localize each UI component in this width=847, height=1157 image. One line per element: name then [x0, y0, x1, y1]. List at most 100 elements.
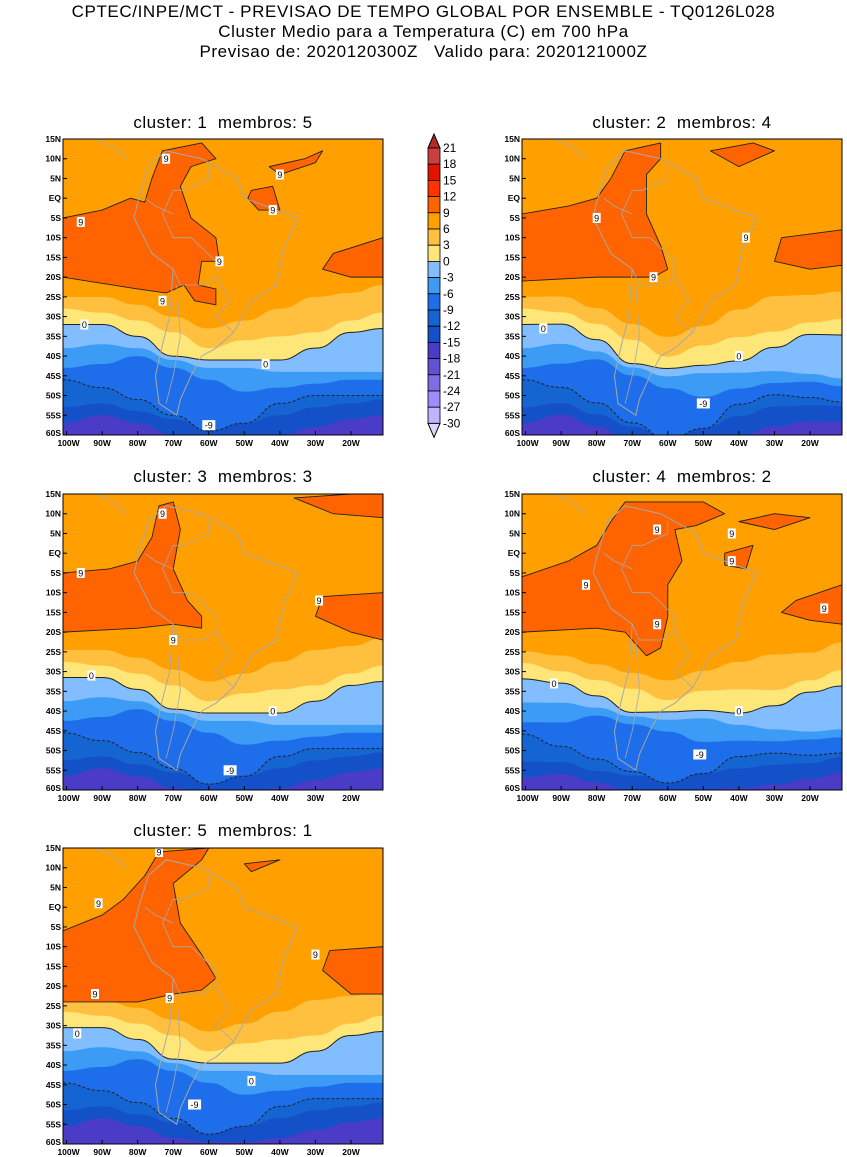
lon-tick-label: 80W	[129, 1147, 147, 1157]
coastline-south-america	[133, 859, 299, 1126]
lon-tick-label: 100W	[57, 438, 80, 448]
lon-tick-label: 90W	[552, 793, 570, 803]
contour-label-bg	[162, 153, 171, 164]
contour-label: 0	[541, 324, 546, 334]
lat-tick-label: 15N	[45, 843, 61, 853]
lat-tick-label: 30S	[46, 667, 61, 677]
contour-label-bg	[727, 556, 736, 567]
contour-9-region	[738, 513, 811, 530]
contour-label-bg	[247, 1075, 256, 1086]
contour-label: 9	[167, 993, 172, 1003]
lon-tick-label: 50W	[236, 793, 254, 803]
contour-9-region	[322, 237, 383, 278]
contour-line--9	[63, 1082, 383, 1135]
contour-label: -9	[696, 750, 704, 760]
panel-2-title: cluster: 2 membros: 4	[592, 113, 772, 132]
contour-label-bg	[94, 898, 103, 909]
country-border	[215, 276, 234, 333]
contour-label: 9	[655, 525, 660, 535]
lat-tick-label: 35S	[505, 331, 520, 341]
contour-line--9	[522, 733, 842, 784]
country-border	[162, 521, 217, 641]
lat-tick-label: 15N	[504, 489, 520, 499]
colorbar-label: -9	[443, 303, 454, 317]
country-border	[553, 494, 587, 515]
lon-tick-label: 30W	[307, 793, 325, 803]
lat-tick-label: 10N	[45, 863, 61, 873]
contour-label: 9	[78, 217, 83, 227]
map-panel-1: 9 9 9 9 9 9 0 0 -9 15N 10N 5N EQ 5S 10S 15S 20S 25S 30S 35S…	[45, 134, 384, 448]
lat-tick-label: 60S	[505, 783, 520, 793]
country-border	[144, 906, 174, 924]
lat-tick-label: 60S	[46, 1137, 61, 1147]
lon-tick-label: 80W	[129, 793, 147, 803]
country-border	[553, 139, 587, 160]
colorbar-box	[427, 147, 441, 165]
lat-tick-label: 35S	[46, 686, 61, 696]
lat-tick-label: 25S	[505, 292, 520, 302]
colorbar-label: -15	[443, 335, 461, 349]
country-border	[603, 197, 633, 215]
contour-label: 0	[551, 679, 556, 689]
lat-tick-label: 25S	[46, 1001, 61, 1011]
colorbar-under-triangle	[427, 422, 441, 439]
contour-line-0	[63, 1027, 383, 1064]
lat-tick-label: 45S	[46, 726, 61, 736]
lon-tick-label: 90W	[93, 1147, 111, 1157]
map-panel-3: 9 9 9 9 0 0 -9 15N 10N 5N EQ 5S 10S 15S 20S 25S 30S 35S 40…	[45, 489, 384, 803]
lat-tick-label: 5S	[51, 922, 62, 932]
lon-tick-label: 70W	[623, 438, 641, 448]
lat-tick-label: 25S	[46, 292, 61, 302]
contour-label: 9	[822, 604, 827, 614]
country-border	[162, 875, 217, 995]
lat-tick-label: 5S	[51, 213, 62, 223]
lat-tick-label: 30S	[505, 667, 520, 677]
colorbar-box	[427, 406, 441, 424]
colorbar-label: -6	[443, 287, 454, 301]
lat-tick-label: 20S	[46, 627, 61, 637]
lat-tick-label: 15S	[46, 607, 61, 617]
lat-tick-label: 45S	[46, 371, 61, 381]
contour-line--9	[522, 379, 842, 435]
panel-4-title: cluster: 4 membros: 2	[592, 467, 772, 486]
contour-label: 0	[89, 671, 94, 681]
lon-tick-label: 60W	[200, 438, 218, 448]
lon-tick-label: 90W	[552, 438, 570, 448]
lat-tick-label: 35S	[46, 1040, 61, 1050]
lon-tick-label: 70W	[164, 1147, 182, 1157]
lat-tick-label: 10S	[46, 588, 61, 598]
map-fill	[63, 494, 383, 790]
contour-line--9	[63, 732, 383, 785]
colorbar-box	[427, 358, 441, 376]
lat-tick-label: 50S	[46, 391, 61, 401]
colorbar-box	[427, 196, 441, 214]
contour-label: 0	[75, 1029, 80, 1039]
contour-label: 9	[164, 154, 169, 164]
lat-tick-label: 20S	[505, 272, 520, 282]
lat-tick-label: 15S	[505, 607, 520, 617]
contour-line--9	[63, 379, 383, 432]
colorbar: 21 18 15 12 9 6 3 0 -3 -6 -9 -12 -15 -18 -21 -24 -27 -30	[427, 132, 461, 439]
lat-tick-label: 15N	[45, 134, 61, 144]
lat-tick-label: 50S	[46, 746, 61, 756]
lat-tick-label: 35S	[46, 331, 61, 341]
colorbar-box	[427, 293, 441, 311]
lat-tick-label: 15N	[504, 134, 520, 144]
contour-label-bg	[592, 212, 601, 223]
lat-tick-label: 60S	[505, 428, 520, 438]
country-border	[215, 631, 234, 688]
colorbar-label: -30	[443, 416, 461, 430]
contour-label-bg	[215, 256, 224, 267]
lat-tick-label: 25S	[505, 647, 520, 657]
lat-tick-label: 20S	[46, 981, 61, 991]
country-border	[215, 985, 234, 1042]
contour-label-bg	[87, 670, 96, 681]
lon-tick-label: 60W	[659, 438, 677, 448]
lon-tick-label: 50W	[695, 438, 713, 448]
lat-tick-label: 50S	[46, 1100, 61, 1110]
contour-label: 9	[316, 596, 321, 606]
contour-label-bg	[734, 706, 743, 717]
lat-tick-label: EQ	[508, 193, 521, 203]
contour-label: 9	[651, 273, 656, 283]
